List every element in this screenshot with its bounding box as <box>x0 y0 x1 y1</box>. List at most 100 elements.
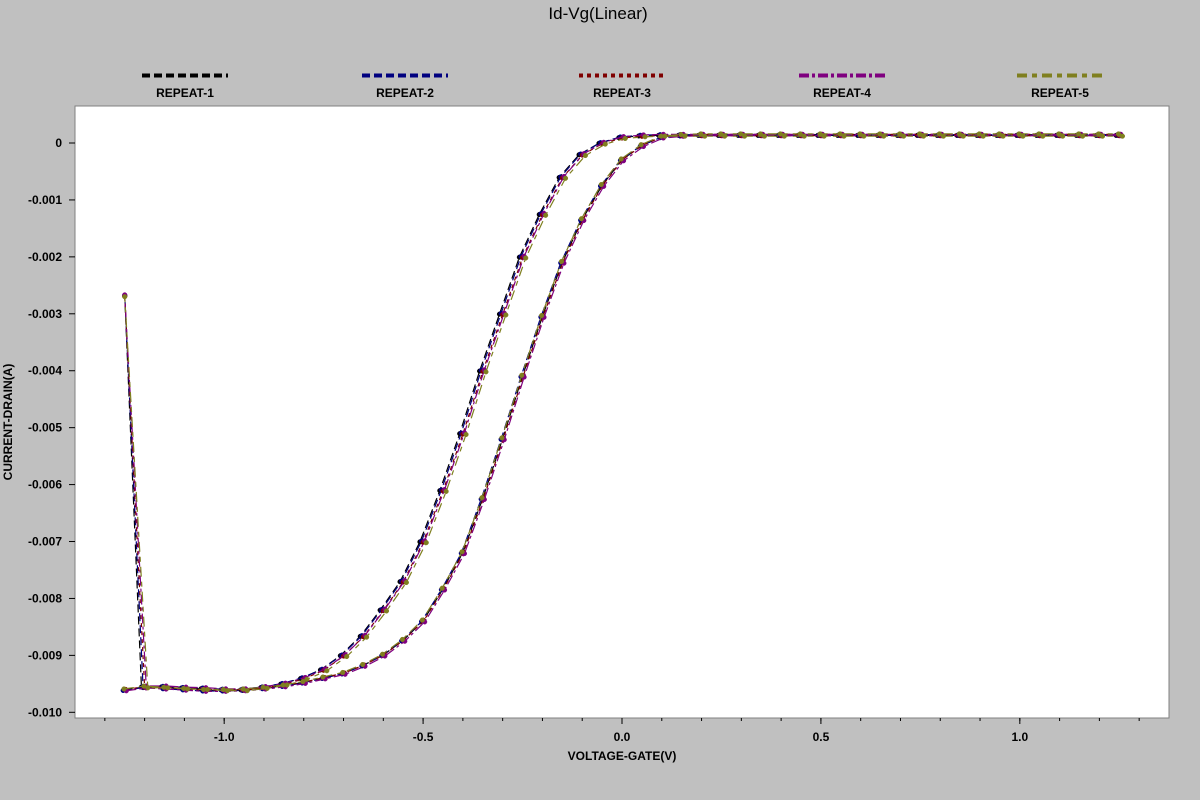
data-point <box>881 133 887 139</box>
data-point <box>797 131 803 137</box>
data-point <box>543 212 549 218</box>
data-point <box>638 142 644 148</box>
data-point <box>1115 131 1122 137</box>
data-point <box>578 216 584 222</box>
plot-area <box>74 105 1170 719</box>
data-point <box>1036 131 1042 137</box>
chart-title: Id-Vg(Linear) <box>548 4 647 23</box>
x-tick-label: -0.5 <box>413 730 434 744</box>
data-point <box>483 369 489 375</box>
x-tick-label: 0.5 <box>813 730 830 744</box>
data-point <box>383 608 390 614</box>
y-tick-label: -0.006 <box>28 478 62 492</box>
y-tick-label: -0.002 <box>28 250 62 264</box>
data-point <box>897 131 903 137</box>
y-tick-label: -0.001 <box>28 193 62 207</box>
data-point <box>1119 133 1126 139</box>
legend-label: REPEAT-5 <box>1031 86 1089 100</box>
legend-label: REPEAT-1 <box>156 86 214 100</box>
data-point <box>761 133 767 139</box>
data-point <box>996 131 1002 137</box>
data-point <box>499 435 505 441</box>
data-point <box>122 294 128 300</box>
legend-label: REPEAT-3 <box>593 86 651 100</box>
data-point <box>519 372 525 378</box>
data-point <box>841 133 847 139</box>
data-point <box>165 685 171 691</box>
legend-label: REPEAT-4 <box>813 86 871 100</box>
y-tick-label: -0.010 <box>28 705 62 719</box>
data-point <box>857 131 863 137</box>
data-point <box>921 133 927 139</box>
data-point <box>121 686 127 692</box>
data-point <box>423 540 429 546</box>
data-point <box>1060 133 1066 139</box>
x-axis-label: VOLTAGE-GATE(V) <box>568 749 677 763</box>
data-point <box>598 182 604 188</box>
data-point <box>479 495 485 501</box>
data-point <box>722 133 728 139</box>
data-point <box>379 651 386 657</box>
data-point <box>738 131 744 137</box>
data-point <box>340 669 346 676</box>
x-tick-label: -1.0 <box>214 730 235 744</box>
data-point <box>523 255 529 261</box>
data-point <box>463 431 469 438</box>
data-point <box>1016 131 1022 137</box>
data-point <box>662 133 668 139</box>
data-point <box>1000 133 1006 139</box>
data-point <box>443 488 449 494</box>
y-tick-label: -0.005 <box>28 421 62 435</box>
series-group <box>120 131 1126 694</box>
data-point <box>956 131 962 137</box>
data-point <box>1080 133 1086 139</box>
data-point <box>1056 131 1062 137</box>
data-point <box>702 133 708 139</box>
data-point <box>1096 131 1102 137</box>
data-point <box>439 585 445 591</box>
data-point <box>622 135 628 141</box>
data-point <box>244 688 250 694</box>
data-point <box>877 131 883 137</box>
axes: -1.0 -0.5 0.0 0.5 1.0 0 -0.001 -0.002 -0.003 -0.0… <box>28 136 1140 744</box>
y-tick-label: -0.007 <box>28 535 62 549</box>
data-point <box>801 133 807 139</box>
data-point <box>821 133 827 139</box>
data-point <box>901 133 907 139</box>
data-point <box>145 685 151 691</box>
data-point <box>419 617 425 623</box>
data-point <box>562 175 569 181</box>
data-point <box>682 133 688 139</box>
data-point <box>618 156 624 162</box>
data-point <box>399 636 405 642</box>
data-point <box>698 131 704 137</box>
data-point <box>976 131 982 137</box>
x-tick-label: 0.0 <box>614 730 631 744</box>
data-point <box>960 133 966 139</box>
data-point <box>602 141 608 147</box>
x-tick-label: 1.0 <box>1011 730 1028 744</box>
data-point <box>642 134 648 140</box>
data-point <box>284 682 290 688</box>
data-point <box>300 679 306 685</box>
data-point <box>403 579 409 586</box>
data-point <box>936 131 943 137</box>
data-point <box>459 549 465 555</box>
data-point <box>1100 133 1106 139</box>
y-axis-label: CURRENT-DRAIN(A) <box>1 364 15 481</box>
data-point <box>264 685 270 691</box>
legend-label: REPEAT-2 <box>376 86 434 100</box>
y-tick-label: -0.009 <box>28 648 62 662</box>
data-point <box>980 133 986 139</box>
data-point <box>817 131 823 137</box>
data-point <box>185 686 191 692</box>
data-point <box>324 668 330 674</box>
data-point <box>539 312 545 319</box>
data-point <box>777 131 783 137</box>
data-point <box>757 131 763 137</box>
series-line-repeat-3 <box>124 133 1122 691</box>
data-point <box>224 688 230 694</box>
data-point <box>741 133 748 139</box>
data-point <box>861 133 867 139</box>
data-point <box>558 258 565 264</box>
